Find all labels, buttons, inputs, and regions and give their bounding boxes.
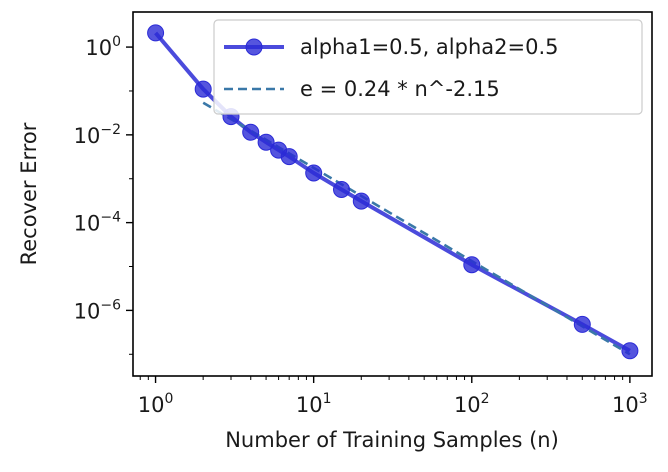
x-tick-label-0: 100: [138, 391, 174, 417]
data-point-0: [147, 24, 165, 42]
legend-label-series-2: e = 0.24 * n^-2.15: [300, 77, 500, 101]
data-point-8: [333, 181, 350, 198]
legend-label-series-1: alpha1=0.5, alpha2=0.5: [300, 35, 558, 59]
legend-frame: [213, 19, 643, 115]
y-tick-label-0: 100: [85, 34, 121, 60]
data-point-12: [621, 342, 639, 360]
x-tick-label-3: 103: [612, 391, 648, 417]
y-tick-label-3: 10−6: [74, 297, 121, 323]
data-point-7: [305, 164, 323, 182]
data-point-1: [194, 80, 212, 98]
data-point-10: [463, 256, 481, 274]
y-axis-label: Recover Error: [17, 122, 41, 265]
y-tick-label-2: 10−4: [74, 210, 121, 236]
series-line-fit: [202, 101, 631, 356]
legend-marker-series-1: [245, 38, 263, 56]
data-point-3: [242, 123, 260, 141]
data-point-4: [257, 133, 275, 151]
x-tick-label-1: 101: [296, 391, 332, 417]
legend: alpha1=0.5, alpha2=0.5 e = 0.24 * n^-2.1…: [213, 19, 643, 115]
data-point-11: [573, 315, 591, 333]
x-tick-label-2: 102: [454, 391, 490, 417]
ticks-layer: 100 101 102 103 100 10−2 10−4 10−6: [74, 34, 648, 417]
x-axis-label: Number of Training Samples (n): [225, 428, 559, 452]
y-tick-label-1: 10−2: [74, 122, 121, 148]
data-point-9: [352, 192, 370, 210]
data-point-6: [280, 148, 298, 166]
